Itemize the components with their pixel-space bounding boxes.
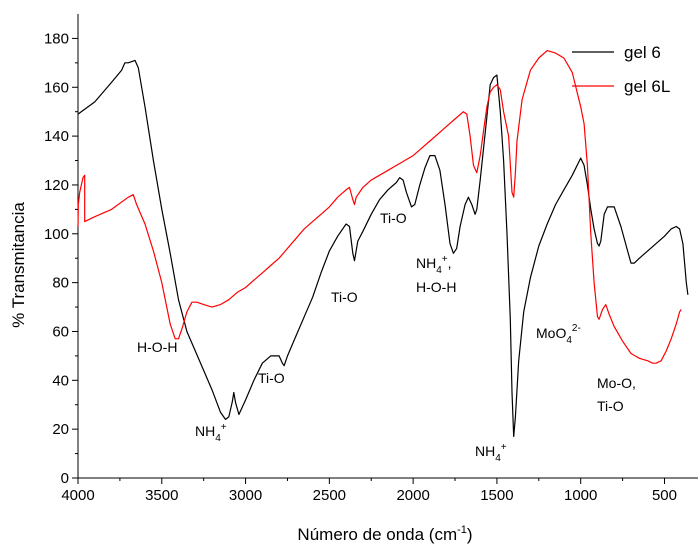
x-tick-label: 2000 [396,487,429,504]
annotation-mo-o-ti-o: Ti-O [597,398,624,414]
y-tick-label: 60 [52,323,69,340]
annotation-mo-o: Mo-O, [597,375,636,391]
x-tick-label: 1500 [480,487,513,504]
x-tick-label: 3000 [229,487,262,504]
y-tick-label: 40 [52,372,69,389]
annotation-ti-o-c: Ti-O [380,210,407,226]
annotation-nh4-a: NH4+ [195,422,227,444]
y-tick-label: 80 [52,275,69,292]
y-tick-label: 180 [44,30,69,47]
legend-label: gel 6 [624,43,661,62]
y-tick-label: 20 [52,421,69,438]
y-axis-label: % Transmitancia [9,202,28,328]
y-tick-label: 100 [44,226,69,243]
annotation-ti-o-a: Ti-O [258,370,285,386]
annotation-nh4-c: NH4+ [475,442,507,464]
y-tick-label: 160 [44,79,69,96]
y-tick-label: 120 [44,177,69,194]
annotation-moo4: MoO42- [536,323,581,346]
annotation-h-o-h-b: H-O-H [416,279,456,295]
x-axis-label: Número de onda (cm-1) [297,524,472,544]
series-line-gel-6 [77,59,689,438]
series-line-gel-6l [77,50,682,364]
x-tick-label: 4000 [61,487,94,504]
annotation-ti-o-b: Ti-O [331,289,358,305]
x-tick-label: 1000 [564,487,597,504]
x-tick-label: 2500 [313,487,346,504]
annotation-nh4-b: NH4+, [416,254,452,276]
annotation-h-o-h: H-O-H [137,339,177,355]
legend-label: gel 6L [624,77,670,96]
x-tick-label: 3500 [145,487,178,504]
y-tick-label: 0 [61,470,69,487]
y-tick-label: 140 [44,128,69,145]
x-tick-label: 500 [652,487,677,504]
